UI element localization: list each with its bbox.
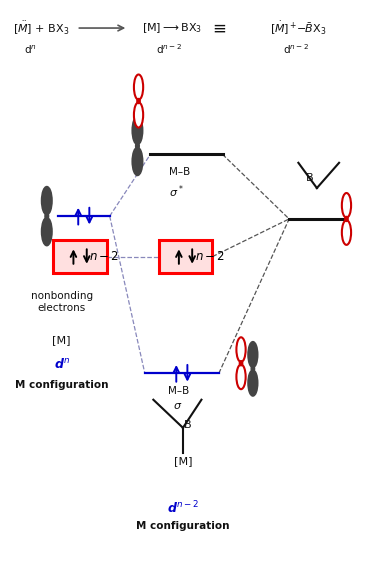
Text: M–B: M–B — [169, 167, 190, 177]
Text: d$^{n-2}$: d$^{n-2}$ — [156, 43, 182, 56]
Text: d$^n$: d$^n$ — [24, 43, 37, 56]
Text: d$^{n-2}$: d$^{n-2}$ — [284, 43, 310, 56]
Text: M–B: M–B — [167, 386, 189, 396]
Ellipse shape — [236, 365, 246, 389]
Ellipse shape — [134, 74, 143, 100]
Ellipse shape — [41, 187, 52, 215]
Text: M configuration: M configuration — [15, 379, 108, 390]
Text: d$^n$: d$^n$ — [54, 357, 70, 371]
Ellipse shape — [342, 193, 351, 218]
Text: [M]: [M] — [174, 456, 192, 467]
Text: [$\ddot{M}$] + BX$_3$: [$\ddot{M}$] + BX$_3$ — [13, 19, 69, 37]
Text: d$^{n-2}$: d$^{n-2}$ — [167, 500, 199, 517]
Ellipse shape — [248, 370, 257, 396]
Text: B: B — [305, 173, 313, 183]
Ellipse shape — [134, 102, 143, 128]
Text: [M]$\longrightarrow$BX$_3$: [M]$\longrightarrow$BX$_3$ — [143, 21, 203, 35]
Circle shape — [345, 217, 348, 222]
Circle shape — [251, 366, 254, 371]
Text: B: B — [184, 420, 192, 430]
Circle shape — [45, 213, 49, 219]
Ellipse shape — [236, 337, 246, 362]
Circle shape — [137, 99, 140, 104]
Ellipse shape — [248, 342, 257, 367]
Text: [M]: [M] — [52, 335, 71, 345]
Text: $n-2$: $n-2$ — [195, 250, 225, 263]
Text: $\equiv$: $\equiv$ — [209, 19, 227, 37]
Circle shape — [136, 143, 139, 149]
Ellipse shape — [342, 220, 351, 245]
Text: $n-2$: $n-2$ — [89, 250, 120, 263]
Text: $\sigma^*$: $\sigma^*$ — [169, 184, 184, 200]
Text: $\sigma$: $\sigma$ — [173, 401, 183, 412]
Ellipse shape — [132, 147, 143, 175]
Ellipse shape — [41, 218, 52, 246]
Text: nonbonding
electrons: nonbonding electrons — [31, 291, 93, 313]
Text: M configuration: M configuration — [136, 521, 230, 531]
Ellipse shape — [132, 116, 143, 145]
Text: [$\dot{M}$]$^+$$\!\!-\!\!$$\bar{B}$X$_3$: [$\dot{M}$]$^+$$\!\!-\!\!$$\bar{B}$X$_3$ — [270, 19, 326, 37]
Circle shape — [239, 361, 243, 366]
FancyBboxPatch shape — [159, 240, 212, 273]
FancyBboxPatch shape — [53, 240, 107, 273]
